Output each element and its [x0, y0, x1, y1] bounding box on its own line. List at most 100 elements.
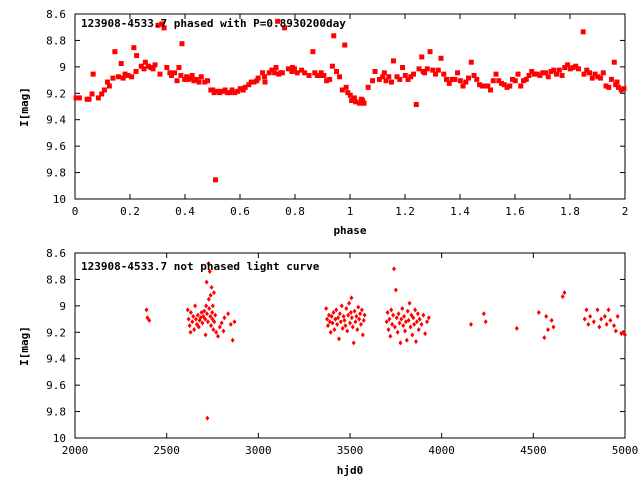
raw-x-tick-label: 2500	[153, 444, 180, 457]
phased-data-point	[275, 18, 281, 24]
phased-data-point	[125, 72, 131, 78]
phased-data-point	[142, 59, 148, 65]
raw-data-point	[332, 327, 337, 333]
phased-x-tick-label: 0	[72, 205, 79, 218]
phased-data-point	[613, 82, 619, 88]
raw-data-point	[395, 329, 400, 335]
raw-data-point	[359, 321, 363, 327]
raw-data-point	[597, 324, 602, 330]
phased-data-point	[408, 74, 414, 80]
raw-data-point	[582, 316, 587, 322]
phased-y-tick-label: 10	[53, 193, 66, 206]
phased-data-point	[389, 79, 395, 85]
phased-y-tick-label: 9.6	[46, 140, 66, 153]
phased-data-point	[413, 102, 419, 108]
phased-data-point	[485, 83, 491, 89]
phased-data-point	[254, 78, 260, 84]
raw-data-point	[421, 312, 426, 318]
phased-data-point	[614, 79, 620, 85]
raw-data-point	[345, 328, 350, 334]
phased-data-point	[357, 100, 363, 106]
phased-y-tick-label: 9.8	[46, 167, 66, 180]
raw-data-point	[608, 317, 613, 323]
raw-data-point	[612, 323, 616, 329]
raw-data-point	[390, 321, 395, 327]
phased-data-point	[291, 66, 297, 72]
raw-data-point	[405, 308, 410, 314]
raw-data-point	[398, 340, 403, 346]
raw-data-point	[403, 328, 407, 334]
raw-data-point	[207, 306, 212, 311]
phased-data-point	[592, 71, 598, 77]
raw-data-point	[343, 323, 348, 329]
phased-data-point	[222, 87, 228, 93]
phased-data-point	[490, 78, 496, 84]
phased-x-tick-label: 0.6	[230, 205, 250, 218]
phased-data-point	[161, 25, 167, 31]
phased-data-point	[521, 78, 527, 84]
phased-data-point	[240, 87, 246, 93]
raw-data-point	[411, 315, 416, 321]
phased-data-point	[347, 92, 353, 98]
raw-data-point	[481, 311, 486, 317]
phased-data-point	[365, 84, 371, 90]
phased-data-point	[196, 79, 202, 85]
phased-data-point	[294, 70, 300, 76]
raw-data-point	[407, 300, 412, 306]
raw-y-tick-label: 9.2	[46, 326, 66, 339]
phased-data-point	[334, 68, 340, 74]
phased-data-point	[150, 66, 156, 72]
phased-data-point	[302, 70, 308, 76]
phased-tick-labels: 0 0.2 0.4 0.6 0.8 1 1.2 1.4 1.6 1.8 2 8.6 8.8 9 9.2 9.4…	[46, 8, 628, 218]
raw-data-point	[356, 304, 361, 310]
phased-data-point	[282, 25, 288, 31]
phased-x-tick-label: 1.4	[450, 205, 470, 218]
phased-points	[73, 18, 627, 183]
phased-data-point	[559, 72, 565, 78]
phased-data-point	[106, 83, 112, 89]
phased-data-point	[455, 70, 461, 76]
phased-data-point	[138, 63, 144, 69]
phased-data-point	[321, 72, 327, 78]
phased-light-curve-panel: 0 0.2 0.4 0.6 0.8 1 1.2 1.4 1.6 1.8 2 8.6 8.8 9 9.2 9.4…	[18, 8, 628, 237]
raw-data-point	[338, 319, 343, 325]
phased-data-point	[405, 76, 411, 82]
raw-data-point	[560, 294, 565, 300]
raw-data-point	[192, 327, 197, 333]
phased-data-point	[205, 78, 211, 84]
phased-data-point	[184, 74, 190, 80]
phased-data-point	[460, 83, 466, 89]
raw-data-point	[352, 308, 357, 314]
raw-data-point	[413, 307, 418, 313]
phased-data-point	[95, 95, 101, 101]
phased-data-point	[217, 90, 223, 96]
raw-data-point	[346, 312, 351, 318]
raw-data-point	[196, 324, 201, 330]
raw-x-tick-label: 5000	[612, 444, 639, 457]
phased-data-point	[251, 79, 257, 85]
raw-data-point	[393, 287, 398, 293]
phased-data-point	[76, 95, 82, 101]
raw-data-point	[187, 323, 192, 329]
phased-data-point	[512, 78, 518, 84]
phased-data-point	[526, 72, 532, 78]
phased-data-point	[589, 75, 595, 81]
phased-data-point	[397, 76, 403, 82]
raw-data-point	[221, 328, 226, 334]
raw-data-point	[328, 329, 333, 335]
phased-data-point	[345, 90, 351, 96]
phased-data-point	[174, 78, 180, 84]
phased-data-point	[316, 72, 322, 78]
phased-data-point	[598, 75, 604, 81]
phased-data-point	[504, 84, 510, 90]
phased-data-point	[372, 68, 378, 74]
raw-data-point	[384, 319, 389, 325]
phased-data-point	[118, 61, 124, 67]
phased-data-point	[213, 177, 219, 183]
phased-data-point	[567, 66, 573, 72]
phased-data-point	[237, 86, 243, 92]
raw-data-point	[334, 307, 339, 313]
phased-data-point	[609, 76, 615, 82]
raw-data-point	[186, 316, 191, 322]
raw-data-point	[419, 321, 424, 327]
